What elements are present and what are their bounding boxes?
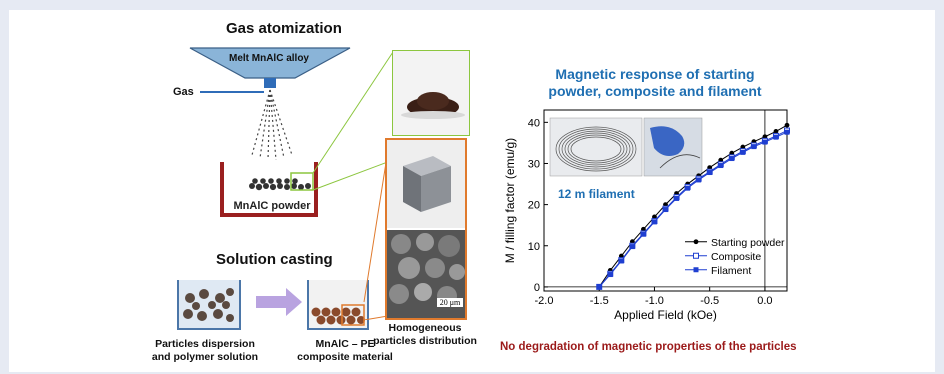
- y-tick-label: 20: [528, 200, 540, 212]
- gas-atomization-title: Gas atomization: [226, 20, 342, 37]
- data-point: [773, 134, 779, 140]
- data-point: [751, 144, 757, 150]
- solution-casting-schematic: [177, 280, 369, 330]
- nozzle: [264, 78, 276, 88]
- data-point: [607, 272, 613, 278]
- data-point: [640, 231, 646, 237]
- composite-photos-frame: 20 μm: [385, 138, 467, 320]
- y-tick-label: 0: [534, 282, 540, 294]
- gas-label: Gas: [173, 86, 194, 98]
- filament-coil-loop: [558, 128, 634, 170]
- data-point: [762, 139, 768, 145]
- y-axis-label: M / filling factor (emu/g): [503, 138, 517, 263]
- scale-bar: 20 μm: [437, 298, 463, 307]
- filament-coil-loop: [561, 130, 631, 168]
- x-tick-label: -0.5: [700, 295, 719, 307]
- y-tick-label: 30: [528, 158, 540, 170]
- x-tick-label: 0.0: [757, 295, 772, 307]
- caption-homogeneous: Homogeneous particles distribution: [373, 322, 477, 347]
- atomizer-schematic: [189, 47, 394, 217]
- data-point: [651, 219, 657, 225]
- data-point: [718, 163, 724, 169]
- composite-particles: [311, 307, 365, 325]
- zoom-box-composite: [341, 304, 365, 326]
- solution-casting-title: Solution casting: [216, 251, 333, 268]
- legend-marker: [693, 239, 699, 245]
- data-point: [629, 244, 635, 250]
- composite-cube-photo: [387, 140, 465, 228]
- bottom-note: No degradation of magnetic properties of…: [500, 341, 797, 353]
- data-point: [729, 156, 735, 162]
- data-point: [685, 185, 691, 191]
- filament-strand: [659, 154, 701, 169]
- inset-label: 12 m filament: [558, 187, 635, 201]
- filament-coil-loop: [555, 126, 637, 172]
- legend-label: Starting powder: [711, 237, 785, 249]
- filament-coil-loop: [570, 136, 622, 162]
- legend-label: Filament: [711, 265, 751, 277]
- magnetization-chart: -2.0 -1.5 -1.0 -0.5 0.0 0 10 20 30 40 Applied Fiel…: [503, 109, 790, 322]
- hopper: [189, 47, 351, 79]
- y-tick-label: 40: [528, 117, 540, 129]
- data-point: [740, 149, 746, 155]
- data-point: [618, 258, 624, 264]
- filament-coil-loop: [564, 132, 628, 166]
- powder-label: MnAlC powder: [233, 200, 311, 212]
- data-point: [674, 195, 680, 201]
- x-axis-label: Applied Field (kOe): [614, 308, 717, 322]
- zoom-line: [312, 51, 394, 174]
- powder-photo: [392, 50, 470, 136]
- zoom-line: [312, 159, 394, 191]
- orange-zoom-lines: [363, 150, 389, 320]
- hopper-label: Melt MnAlC alloy: [228, 53, 309, 64]
- process-arrow: [256, 288, 302, 316]
- legend-marker: [693, 252, 699, 259]
- powder-particles: [249, 178, 311, 191]
- data-point: [784, 129, 790, 135]
- x-tick-label: -2.0: [535, 295, 554, 307]
- x-tick-label: -1.0: [645, 295, 664, 307]
- spray-icon: [251, 89, 293, 161]
- data-point: [596, 284, 602, 290]
- chart-title: Magnetic response of starting powder, com…: [548, 66, 762, 99]
- data-point: [663, 207, 668, 213]
- data-point: [773, 128, 779, 134]
- legend-label: Composite: [711, 251, 761, 263]
- data-point: [696, 177, 702, 183]
- filament-coil-loop: [567, 134, 625, 164]
- data-point: [707, 170, 713, 176]
- x-tick-label: -1.5: [590, 295, 609, 307]
- caption-composite: MnAlC – PE composite material: [297, 338, 393, 363]
- dispersed-particles: [183, 288, 234, 322]
- data-point: [784, 122, 790, 128]
- glove-icon: [650, 126, 685, 156]
- y-tick-label: 10: [528, 241, 540, 253]
- legend-marker: [693, 267, 699, 273]
- zoom-box: [290, 172, 314, 191]
- caption-dispersion: Particles dispersion and polymer solution: [151, 338, 259, 363]
